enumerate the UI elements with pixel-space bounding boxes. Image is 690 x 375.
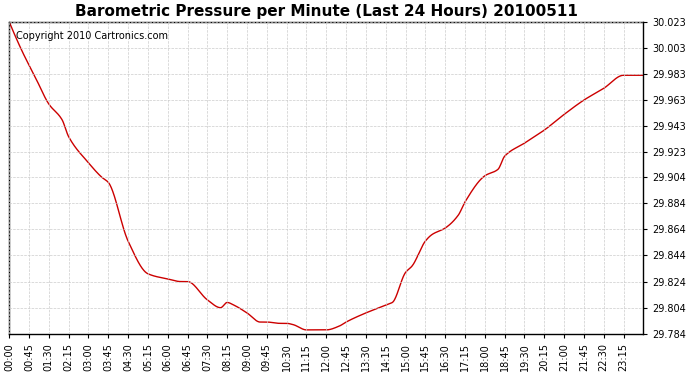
Text: Copyright 2010 Cartronics.com: Copyright 2010 Cartronics.com bbox=[15, 31, 168, 41]
Title: Barometric Pressure per Minute (Last 24 Hours) 20100511: Barometric Pressure per Minute (Last 24 … bbox=[75, 4, 578, 19]
